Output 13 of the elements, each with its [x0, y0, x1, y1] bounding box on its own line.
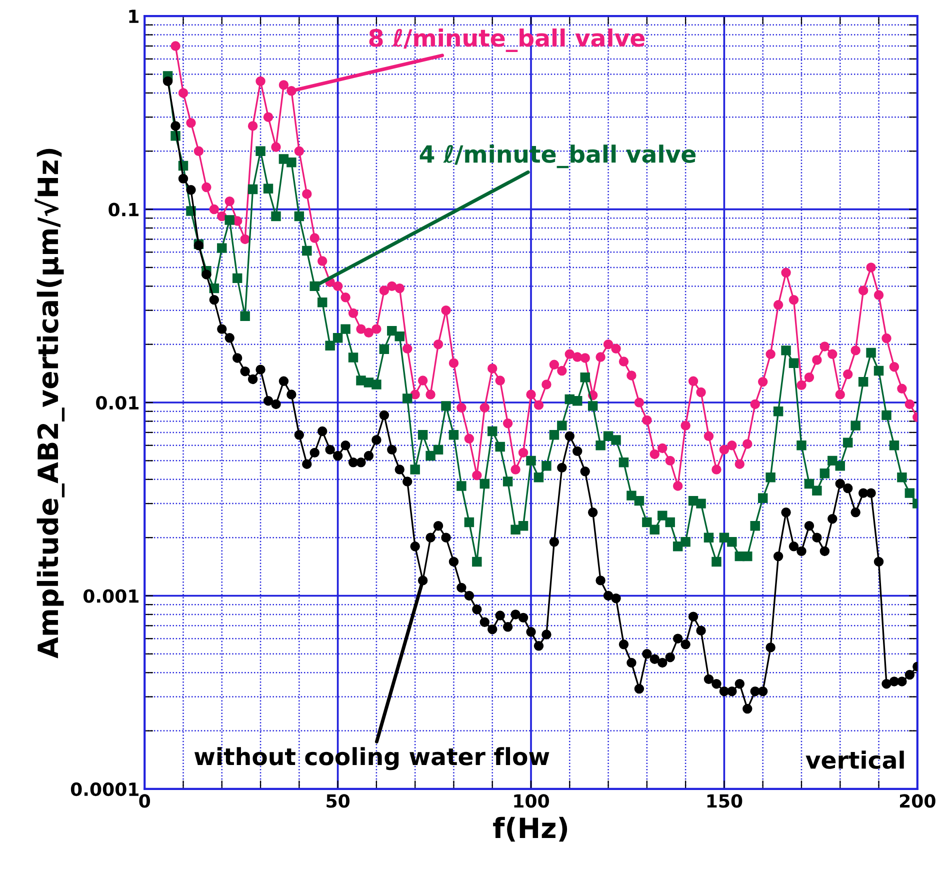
x-tick-label: 50 [326, 794, 350, 808]
annotation: vertical [806, 750, 904, 769]
y-tick-label: 0.0001 [70, 782, 139, 796]
y-tick-label: 0.1 [108, 202, 139, 216]
x-tick-label: 0 [139, 794, 150, 808]
x-tick-label: 200 [900, 794, 936, 808]
y-tick-label: 0.01 [96, 396, 139, 410]
y-axis-title: Amplitude_AB2_vertical(μm/√Hz) [34, 148, 65, 658]
x-tick-label: 100 [514, 794, 549, 808]
x-axis-title: f(Hz) [493, 816, 568, 842]
x-tick-label: 150 [707, 794, 742, 808]
y-tick-label: 0.001 [84, 589, 139, 603]
y-tick-label: 1 [129, 10, 139, 23]
